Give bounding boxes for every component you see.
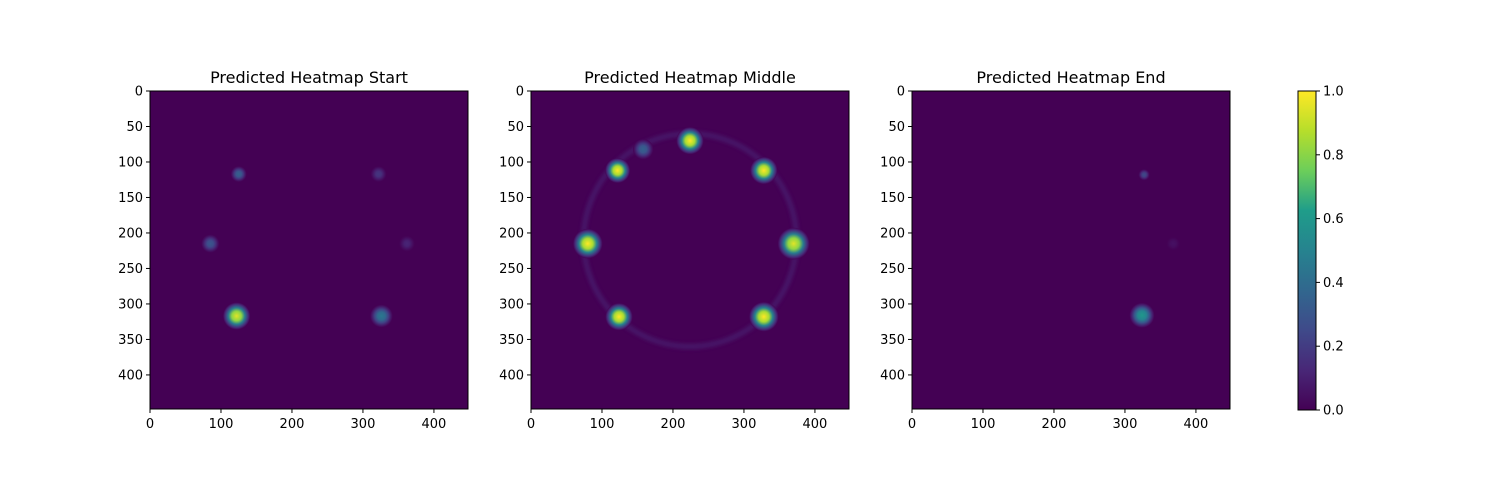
heatmap-background xyxy=(150,91,468,409)
x-axis: 0 100 200 300 400 xyxy=(908,409,1208,432)
x-tick-label: 200 xyxy=(1042,417,1067,432)
heatmap-blob xyxy=(222,302,251,330)
heatmap-blob xyxy=(201,234,220,253)
heatmap-plot-area xyxy=(149,90,469,410)
y-tick-label: 50 xyxy=(507,120,524,135)
y-tick-label: 300 xyxy=(880,297,905,312)
y-tick-label: 0 xyxy=(516,85,524,100)
y-tick-label: 300 xyxy=(499,297,524,312)
y-tick-label: 50 xyxy=(126,120,143,135)
y-tick-label: 250 xyxy=(880,262,905,277)
y-tick-label: 0 xyxy=(897,85,905,100)
y-tick-label: 150 xyxy=(499,191,524,206)
colorbar-tick-label: 0.2 xyxy=(1323,340,1344,355)
x-tick-label: 300 xyxy=(732,417,757,432)
y-axis: 0 50 100 150 200 250 300 350 400 xyxy=(499,85,531,383)
y-tick-label: 50 xyxy=(888,120,905,135)
heatmap-blob xyxy=(605,158,631,183)
y-tick-label: 200 xyxy=(118,226,143,241)
x-tick-label: 300 xyxy=(1113,417,1138,432)
y-tick-label: 400 xyxy=(880,368,905,383)
panel-title: Predicted Heatmap Middle xyxy=(584,68,796,87)
x-tick-label: 100 xyxy=(971,417,996,432)
heatmap-background xyxy=(912,91,1230,409)
panel-title: Predicted Heatmap End xyxy=(976,68,1165,87)
heatmap-plot-area xyxy=(530,90,850,410)
heatmap-blob xyxy=(1129,302,1155,328)
heatmap-blob xyxy=(749,301,779,332)
x-tick-label: 100 xyxy=(590,417,615,432)
x-tick-label: 0 xyxy=(527,417,535,432)
colorbar-tick-label: 1.0 xyxy=(1323,85,1344,100)
y-tick-label: 400 xyxy=(499,368,524,383)
x-axis: 0 100 200 300 400 xyxy=(527,409,827,432)
heatmap-blob xyxy=(777,227,810,260)
y-tick-label: 0 xyxy=(135,85,143,100)
heatmap-blob xyxy=(1138,169,1150,181)
panel-title: Predicted Heatmap Start xyxy=(210,68,408,87)
y-tick-label: 250 xyxy=(118,262,143,277)
heatmap-blob xyxy=(676,127,704,155)
y-axis: 0 50 100 150 200 250 300 350 400 xyxy=(880,85,912,383)
heatmap-plot-area xyxy=(911,90,1231,410)
colorbar-gradient xyxy=(1297,90,1317,411)
heatmap-blob xyxy=(573,228,603,259)
heatmap-blob xyxy=(399,235,415,252)
y-tick-label: 200 xyxy=(880,226,905,241)
x-tick-label: 400 xyxy=(1184,417,1209,432)
y-tick-label: 150 xyxy=(880,191,905,206)
y-tick-label: 350 xyxy=(880,333,905,348)
heatmap-blob xyxy=(605,303,633,331)
colorbar-tick-label: 0.0 xyxy=(1323,404,1344,419)
y-axis: 0 50 100 150 200 250 300 350 400 xyxy=(118,85,150,383)
colorbar-tick-label: 0.8 xyxy=(1323,148,1344,163)
y-tick-label: 350 xyxy=(499,333,524,348)
y-tick-label: 400 xyxy=(118,368,143,383)
x-tick-label: 200 xyxy=(280,417,305,432)
x-tick-label: 200 xyxy=(661,417,686,432)
heatmap-panel-middle: Predicted Heatmap Middle 0 100 200 300 400 0… xyxy=(499,68,850,432)
colorbar-tick-label: 0.6 xyxy=(1323,212,1344,227)
heatmap-blob xyxy=(1166,236,1181,251)
heatmap-blob xyxy=(632,138,654,160)
x-tick-label: 300 xyxy=(351,417,376,432)
y-tick-label: 350 xyxy=(118,333,143,348)
y-tick-label: 150 xyxy=(118,191,143,206)
x-tick-label: 400 xyxy=(422,417,447,432)
x-tick-label: 0 xyxy=(146,417,154,432)
x-tick-label: 0 xyxy=(908,417,916,432)
colorbar-ticks: 0.0 0.2 0.4 0.6 0.8 1.0 xyxy=(1316,85,1344,419)
heatmap-panel-end: Predicted Heatmap End 0 100 200 300 400 0 50 1… xyxy=(880,68,1231,432)
heatmap-blob xyxy=(370,304,393,328)
y-tick-label: 250 xyxy=(499,262,524,277)
y-tick-label: 100 xyxy=(880,155,905,170)
y-tick-label: 100 xyxy=(499,155,524,170)
x-tick-label: 100 xyxy=(209,417,234,432)
heatmap-panel-start: Predicted Heatmap Start 0 100 200 300 400 0 5… xyxy=(118,68,469,432)
heatmap-blob xyxy=(230,166,247,182)
y-tick-label: 100 xyxy=(118,155,143,170)
x-axis: 0 100 200 300 400 xyxy=(146,409,446,432)
colorbar: 0.0 0.2 0.4 0.6 0.8 1.0 xyxy=(1297,85,1344,419)
colorbar-tick-label: 0.4 xyxy=(1323,276,1344,291)
heatmap-blob xyxy=(750,156,778,185)
heatmap-blob xyxy=(370,166,387,182)
x-tick-label: 400 xyxy=(803,417,828,432)
y-tick-label: 300 xyxy=(118,297,143,312)
y-tick-label: 200 xyxy=(499,226,524,241)
